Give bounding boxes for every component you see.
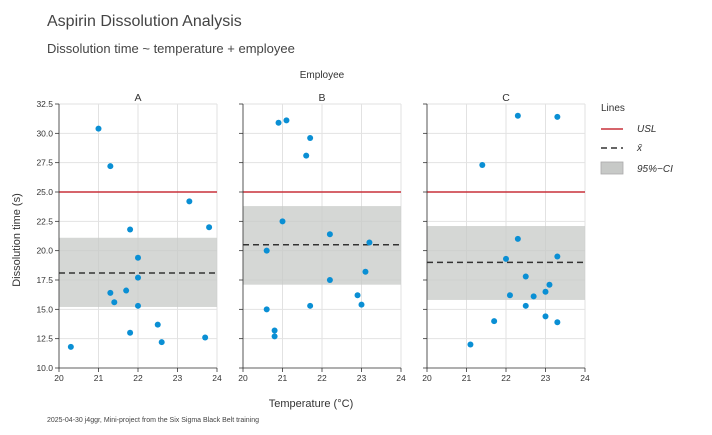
data-point — [307, 135, 314, 142]
x-tick-label: 21 — [462, 373, 472, 383]
data-point — [514, 235, 521, 242]
data-point — [467, 341, 474, 348]
data-point — [206, 224, 213, 231]
y-tick-label: 22.5 — [36, 216, 53, 226]
data-point — [263, 247, 270, 254]
data-point — [127, 226, 134, 233]
data-point — [123, 287, 130, 294]
data-point — [491, 318, 498, 325]
data-point — [326, 231, 333, 238]
data-point — [67, 343, 74, 350]
x-tick-label: 23 — [541, 373, 551, 383]
facet-title-c: C — [502, 92, 510, 104]
y-tick-label: 17.5 — [36, 275, 53, 285]
data-point — [479, 162, 486, 169]
x-tick-label: 20 — [422, 373, 432, 383]
data-point — [514, 112, 521, 119]
y-tick-label: 12.5 — [36, 334, 53, 344]
data-point — [111, 299, 118, 306]
panel-c: 20 21 22 23 24 C — [422, 92, 590, 383]
data-point — [554, 319, 561, 326]
x-tick-label: 20 — [54, 373, 64, 383]
data-point — [307, 302, 314, 309]
x-tick-label: 24 — [396, 373, 406, 383]
footer-note: 2025-04-30 j4ggr, Mini-project from the … — [47, 417, 259, 424]
x-tick-label: 24 — [580, 373, 590, 383]
x-tick-label: 22 — [317, 373, 327, 383]
data-point — [503, 255, 509, 262]
chart-title: Aspirin Dissolution Analysis — [47, 13, 242, 30]
y-tick-label: 30.0 — [36, 128, 53, 138]
facet-title-a: A — [134, 92, 141, 104]
data-point — [158, 339, 165, 346]
panel-b: 20 21 22 23 24 B — [238, 92, 406, 383]
data-point — [303, 152, 310, 159]
x-tick-label: 20 — [238, 373, 248, 383]
x-tick-label: 23 — [173, 373, 183, 383]
legend: Lines USL x̄ 95%−CI — [600, 103, 673, 175]
data-point — [107, 163, 114, 170]
facet-title-b: B — [318, 92, 325, 104]
y-axis-label: Dissolution time (s) — [11, 193, 23, 287]
data-point — [530, 293, 537, 300]
data-point — [271, 333, 278, 340]
y-tick-label: 32.5 — [36, 99, 53, 109]
y-tick-label: 10.0 — [36, 363, 53, 373]
legend-ci-swatch — [600, 161, 624, 175]
data-point — [554, 253, 561, 260]
data-point — [358, 301, 365, 308]
data-point — [154, 321, 161, 328]
data-point — [186, 198, 193, 205]
chart-subtitle: Dissolution time ~ temperature + employe… — [47, 41, 295, 56]
data-point — [127, 329, 134, 336]
y-tick-label: 27.5 — [36, 158, 53, 168]
x-tick-label: 22 — [501, 373, 511, 383]
legend-ci-label: 95%−CI — [637, 164, 673, 175]
data-point — [542, 288, 549, 295]
y-tick-label: 25.0 — [36, 187, 53, 197]
x-tick-label: 22 — [133, 373, 143, 383]
x-axis-label: Temperature (°C) — [269, 398, 353, 410]
data-point — [326, 277, 333, 283]
x-tick-label: 23 — [357, 373, 367, 383]
facet-panels: 20 21 22 23 24 10.0 12.5 15.0 17.5 20.0 22.5 25.0 27… — [36, 92, 590, 383]
data-point — [366, 239, 373, 246]
data-point — [542, 313, 549, 320]
data-point — [135, 274, 141, 281]
data-point — [263, 306, 270, 313]
legend-mean-label: x̄ — [636, 143, 643, 154]
data-point — [554, 113, 561, 120]
data-point — [362, 268, 369, 275]
data-point — [271, 327, 278, 334]
x-tick-label: 21 — [278, 373, 288, 383]
x-tick-label: 21 — [94, 373, 104, 383]
data-point — [283, 117, 290, 124]
data-point — [522, 273, 529, 280]
y-tick-label: 15.0 — [36, 304, 53, 314]
y-tick-label: 20.0 — [36, 246, 53, 256]
data-point — [546, 281, 553, 288]
data-point — [135, 302, 141, 309]
data-point — [107, 289, 114, 296]
data-point — [275, 119, 282, 126]
facet-header: Employee — [300, 70, 345, 81]
data-point — [202, 334, 209, 341]
legend-usl-label: USL — [637, 124, 656, 135]
data-point — [135, 254, 141, 261]
data-point — [506, 292, 513, 299]
x-tick-label: 24 — [212, 373, 222, 383]
panel-a: 20 21 22 23 24 10.0 12.5 15.0 17.5 20.0 22.5 25.0 27… — [36, 92, 222, 383]
data-point — [354, 292, 361, 299]
data-point — [95, 125, 102, 132]
data-point — [279, 218, 286, 225]
legend-title: Lines — [601, 103, 625, 114]
data-point — [522, 302, 529, 309]
